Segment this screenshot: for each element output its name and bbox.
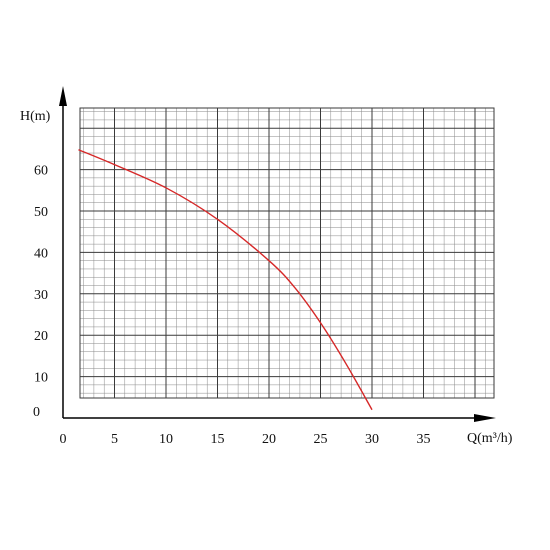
x-tick-label: 35 [417, 432, 431, 447]
head-flow-curve [78, 149, 373, 411]
x-tick-label: 30 [365, 432, 379, 447]
grid-border [79, 107, 495, 399]
axes [59, 86, 496, 422]
y-tick-label: 10 [34, 371, 48, 386]
minor-grid [80, 108, 494, 398]
x-tick-labels: 0 5 10 15 20 25 30 35 [60, 432, 431, 447]
x-tick-label: 0 [60, 432, 67, 447]
x-tick-label: 25 [314, 432, 328, 447]
series-layer [78, 149, 373, 411]
major-grid [79, 107, 495, 399]
y-axis-label: H(m) [20, 109, 51, 124]
x-tick-label: 5 [111, 432, 118, 447]
x-axis-label: Q(m³/h) [467, 431, 513, 446]
y-tick-label: 50 [34, 205, 48, 220]
y-tick-labels: 0 10 20 30 40 50 60 [33, 164, 48, 420]
y-tick-label: 40 [34, 246, 48, 261]
x-axis-arrow [474, 414, 496, 422]
y-tick-label: 60 [34, 164, 48, 179]
x-tick-label: 15 [211, 432, 225, 447]
y-tick-label: 30 [34, 288, 48, 303]
y-tick-label: 20 [34, 329, 48, 344]
y-tick-label: 0 [33, 405, 40, 420]
y-axis-arrow [59, 86, 67, 106]
x-tick-label: 20 [262, 432, 276, 447]
x-tick-label: 10 [159, 432, 173, 447]
